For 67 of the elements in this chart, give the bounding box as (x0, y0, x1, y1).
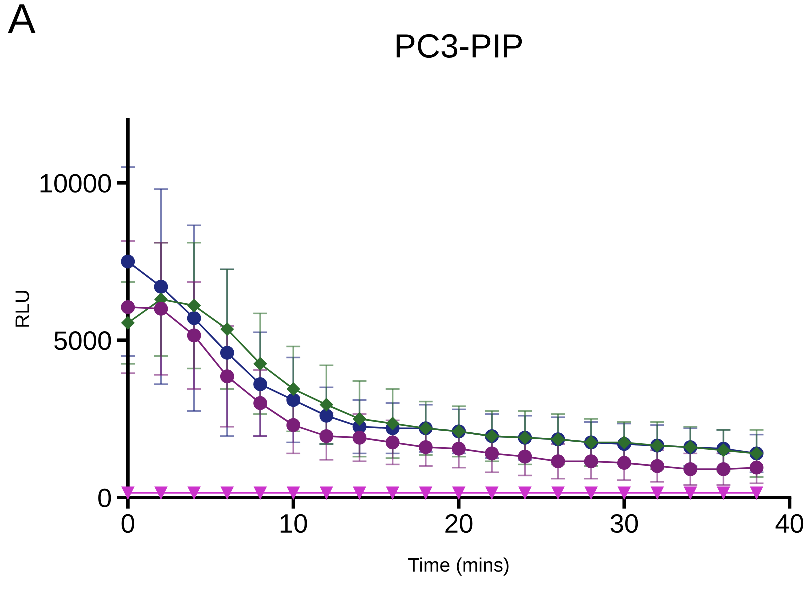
point (188, 486, 201, 500)
point (187, 311, 202, 326)
point (518, 450, 532, 464)
x-tick-label: 30 (610, 514, 638, 534)
y-tick-label: 0 (98, 488, 112, 508)
point (121, 300, 136, 314)
point (286, 393, 301, 408)
point (320, 429, 334, 444)
point (254, 357, 268, 371)
x-tick-label: 10 (280, 514, 308, 534)
y-tick-label: 5000 (54, 332, 112, 350)
point (486, 486, 498, 500)
point (452, 486, 466, 500)
point (750, 460, 764, 475)
point (750, 486, 764, 500)
point (518, 486, 532, 500)
chart-title: PC3-PIP (396, 34, 522, 58)
point (287, 382, 300, 396)
point (154, 280, 168, 294)
point (452, 442, 466, 456)
point (122, 316, 135, 330)
point (354, 486, 366, 500)
point (418, 440, 433, 454)
point (254, 396, 268, 410)
point (220, 370, 234, 384)
point (552, 486, 565, 500)
point (121, 254, 136, 269)
point (717, 486, 730, 500)
point (220, 322, 234, 336)
y-tick-label: 10000 (40, 174, 112, 193)
point (684, 486, 697, 500)
point (188, 299, 201, 312)
point (320, 408, 334, 423)
point (485, 446, 500, 461)
text: A (8, 4, 36, 34)
point (254, 486, 267, 500)
point (651, 486, 664, 500)
point (716, 462, 731, 476)
point (353, 412, 366, 426)
point (286, 418, 301, 432)
point (221, 486, 234, 500)
point (254, 378, 268, 392)
point (618, 456, 632, 470)
point (386, 436, 400, 450)
x-axis-title: Time (mins) (408, 558, 509, 576)
point (650, 459, 664, 474)
point (154, 302, 168, 316)
point (220, 346, 234, 360)
point (386, 417, 400, 430)
point (320, 398, 334, 412)
point (420, 486, 432, 500)
point (122, 486, 134, 500)
point (154, 486, 168, 500)
y-axis-title: RLU (16, 291, 30, 327)
point (386, 486, 400, 500)
point (585, 486, 598, 500)
point (287, 486, 300, 500)
point (187, 328, 202, 343)
point (584, 454, 598, 469)
x-tick-label: 0 (122, 514, 134, 534)
point (320, 486, 333, 500)
x-tick-label: 20 (446, 514, 473, 534)
point (352, 431, 367, 445)
point (618, 486, 631, 500)
point (684, 462, 698, 476)
point (551, 454, 566, 469)
x-tick-label: 40 (776, 514, 804, 534)
